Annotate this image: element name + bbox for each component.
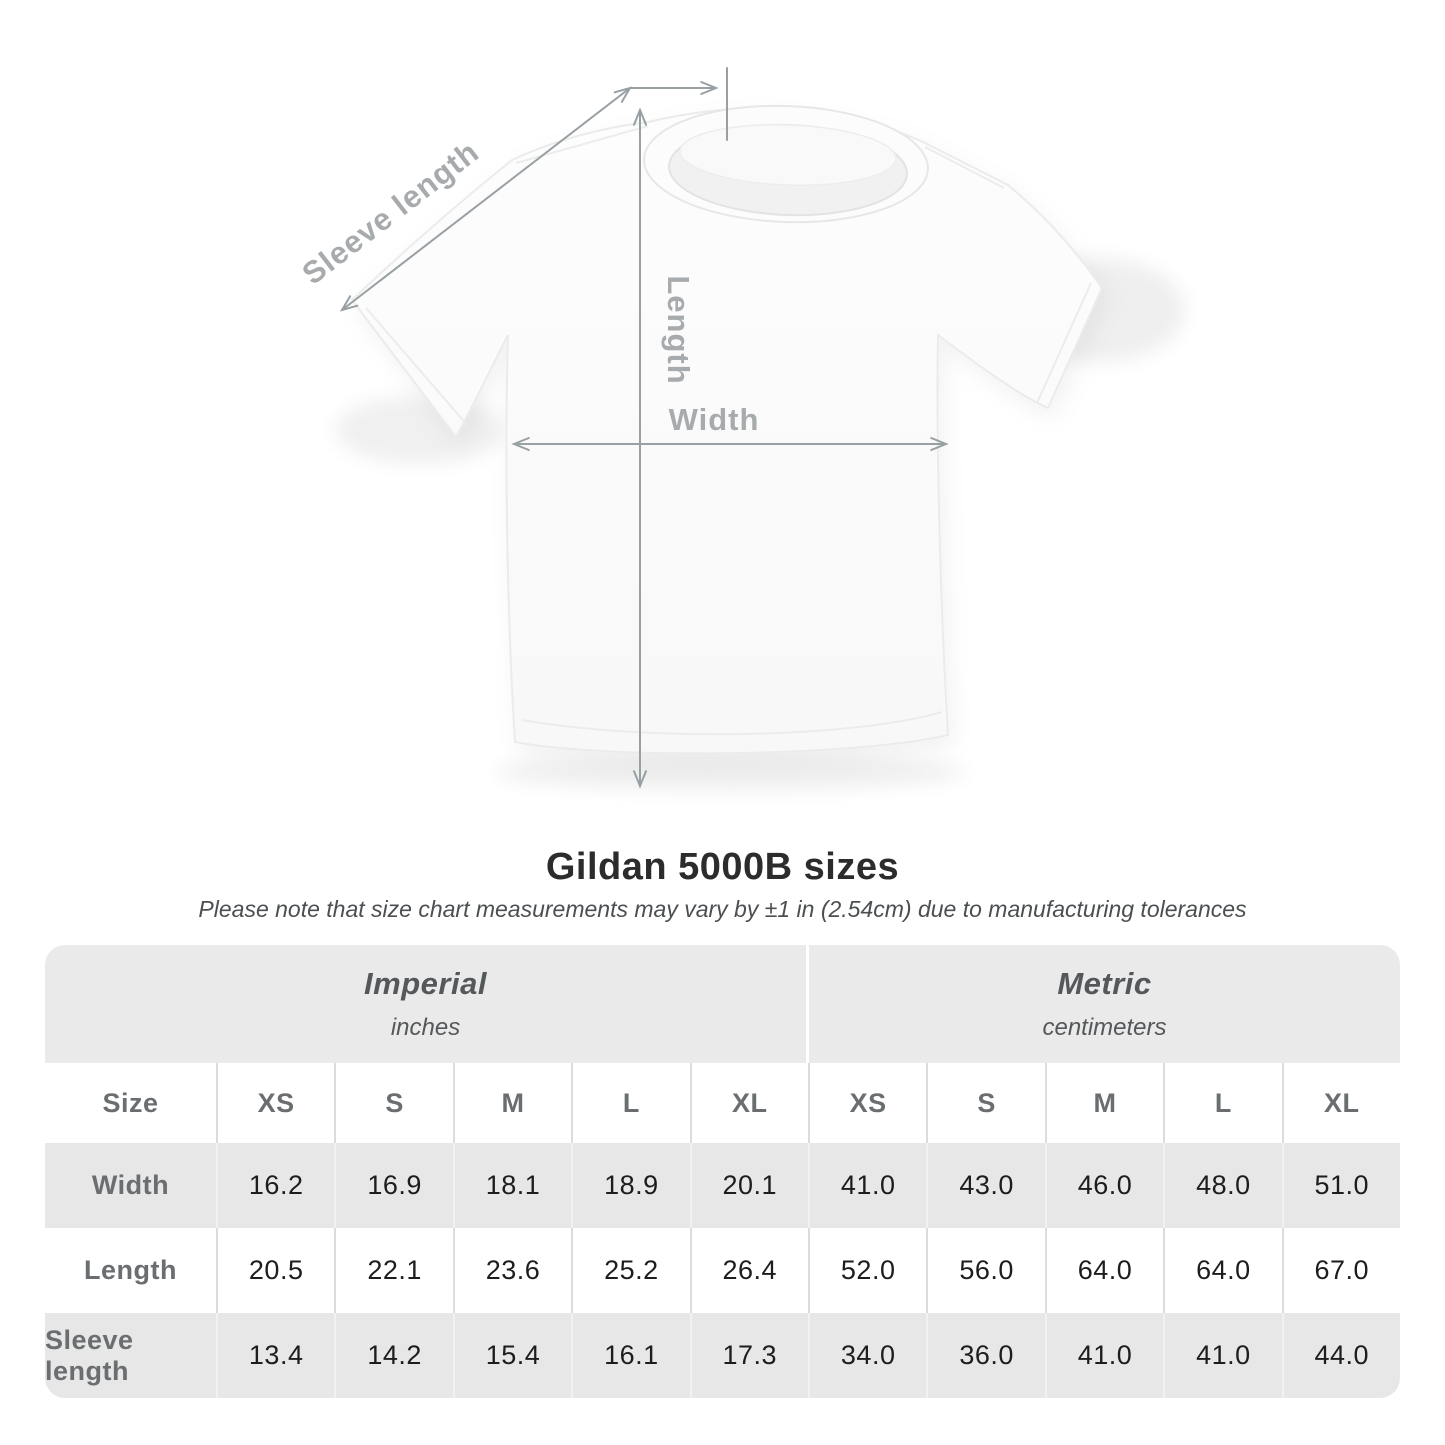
sleeve-imperial-s: 14.2 — [334, 1313, 452, 1398]
sleeve-metric-m: 41.0 — [1044, 1313, 1163, 1398]
right-shoulder-seam — [924, 146, 1005, 189]
length-metric-xl: 67.0 — [1281, 1228, 1400, 1313]
tolerance-note: Please note that size chart measurements… — [198, 896, 1247, 922]
collar-back-band — [679, 124, 897, 186]
tshirt-silhouette — [350, 107, 1104, 755]
sleeve-imperial-l: 16.1 — [571, 1313, 689, 1398]
metric-group-unit: centimeters — [1042, 1014, 1167, 1041]
size-header-metric-s: S — [926, 1063, 1044, 1143]
length-metric-s: 56.0 — [926, 1228, 1044, 1313]
page-title: Gildan 5000B sizes — [545, 846, 900, 888]
size-header-imperial-xl: XL — [689, 1063, 808, 1143]
width-label: Width — [669, 402, 760, 437]
size-column-header: Size — [102, 1087, 159, 1118]
width-arrowhead-right — [930, 437, 949, 451]
sleeve-metric-xs: 34.0 — [808, 1313, 926, 1398]
sleeve-metric-l: 41.0 — [1163, 1313, 1281, 1398]
table-row-sleeve-length: Sleeve length 13.4 14.2 15.4 16.1 17.3 3… — [45, 1313, 1400, 1398]
width-metric-s: 43.0 — [926, 1143, 1044, 1228]
metric-group-title: Metric — [1057, 966, 1152, 1001]
row-label-sleeve-length: Sleeve length — [45, 1324, 134, 1386]
width-metric-xs: 41.0 — [808, 1143, 926, 1228]
size-table: Imperial inches Metric centimeters Size … — [45, 945, 1400, 1398]
size-header-metric-l: L — [1163, 1063, 1281, 1143]
shoulder-center-arrowhead — [700, 81, 719, 95]
sleeve-arrowhead-bottom — [339, 295, 359, 312]
size-header-imperial-m: M — [452, 1063, 571, 1143]
left-shoulder-seam — [515, 125, 649, 164]
length-imperial-xl: 26.4 — [689, 1228, 808, 1313]
size-header-imperial-l: L — [571, 1063, 689, 1143]
seam-lines — [365, 125, 1092, 736]
sleeve-metric-s: 36.0 — [926, 1313, 1044, 1398]
imperial-group-title: Imperial — [364, 966, 487, 1001]
table-row-length: Length 20.5 22.1 23.6 25.2 26.4 52.0 56.… — [45, 1228, 1400, 1313]
length-label: Length — [661, 275, 696, 384]
sleeve-metric-xl: 44.0 — [1281, 1313, 1400, 1398]
length-metric-m: 64.0 — [1044, 1228, 1163, 1313]
width-metric-m: 46.0 — [1044, 1143, 1163, 1228]
left-cuff-seam — [365, 307, 469, 427]
length-imperial-m: 23.6 — [452, 1228, 571, 1313]
collar — [643, 104, 929, 224]
size-header-metric-xs: XS — [808, 1063, 926, 1143]
measurement-arrows — [339, 67, 949, 789]
length-imperial-xs: 20.5 — [216, 1228, 334, 1313]
width-imperial-xs: 16.2 — [216, 1143, 334, 1228]
size-header-metric-xl: XL — [1281, 1063, 1400, 1143]
length-imperial-s: 22.1 — [334, 1228, 452, 1313]
width-arrowhead-left — [511, 437, 530, 451]
hem-seam — [521, 711, 943, 736]
size-header-imperial-s: S — [334, 1063, 452, 1143]
length-arrowhead-bottom — [633, 770, 647, 789]
width-imperial-xl: 20.1 — [689, 1143, 808, 1228]
width-imperial-s: 16.9 — [334, 1143, 452, 1228]
row-label-width: Width — [91, 1170, 170, 1200]
width-imperial-l: 18.9 — [571, 1143, 689, 1228]
table-row-width: Width 16.2 16.9 18.1 18.9 20.1 41.0 43.0… — [45, 1143, 1400, 1228]
sleeve-imperial-xl: 17.3 — [689, 1313, 808, 1398]
shadow-left-sleeve — [335, 396, 505, 464]
imperial-group-header: Imperial inches — [45, 945, 806, 1063]
length-imperial-l: 25.2 — [571, 1228, 689, 1313]
size-header-row: Size XS S M L XL XS S M L XL — [45, 1063, 1400, 1143]
sleeve-imperial-xs: 13.4 — [216, 1313, 334, 1398]
size-header-imperial-xs: XS — [216, 1063, 334, 1143]
size-header-metric-m: M — [1044, 1063, 1163, 1143]
width-metric-xl: 51.0 — [1281, 1143, 1400, 1228]
length-metric-xs: 52.0 — [808, 1228, 926, 1313]
tshirt-diagram-svg: Sleeve length Length Width — [296, 67, 1185, 790]
metric-group-header: Metric centimeters — [809, 945, 1400, 1063]
width-imperial-m: 18.1 — [452, 1143, 571, 1228]
width-metric-l: 48.0 — [1163, 1143, 1281, 1228]
length-arrowhead-top — [633, 107, 647, 126]
unit-group-band: Imperial inches Metric centimeters — [45, 945, 1400, 1063]
length-metric-l: 64.0 — [1163, 1228, 1281, 1313]
sleeve-length-arrow — [341, 87, 631, 311]
right-cuff-seam — [1036, 282, 1092, 404]
tshirt-measurement-diagram: Sleeve length Length Width — [296, 67, 1185, 790]
imperial-group-unit: inches — [390, 1014, 461, 1041]
row-label-length: Length — [84, 1255, 177, 1285]
shadow-hem — [495, 754, 965, 790]
sleeve-imperial-m: 15.4 — [452, 1313, 571, 1398]
